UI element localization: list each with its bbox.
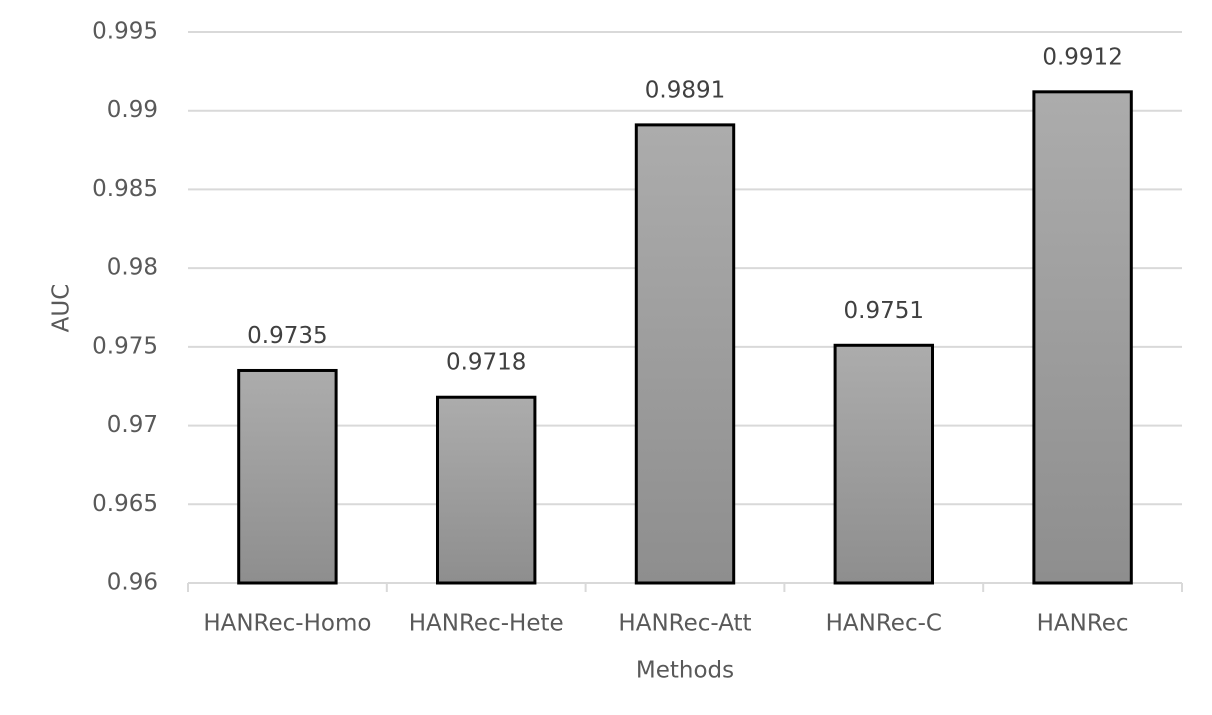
value-label: 0.9751 [844,298,924,324]
x-tick-label: HANRec [1037,611,1129,637]
value-label: 0.9718 [446,350,526,376]
value-label: 0.9735 [247,323,327,349]
y-tick-label: 0.99 [107,97,158,123]
y-tick-label: 0.985 [92,176,158,202]
bar [1032,90,1133,585]
y-tick-label: 0.96 [107,570,158,596]
value-label: 0.9891 [645,77,725,103]
y-tick-label: 0.98 [107,255,158,281]
bar [634,123,736,585]
y-tick-label: 0.995 [92,19,158,45]
value-label: 0.9912 [1042,44,1122,70]
bar [833,343,935,585]
y-tick-label: 0.965 [92,491,158,517]
x-tick-label: HANRec-Homo [203,611,371,637]
y-tick-label: 0.97 [107,412,158,438]
bar [237,368,338,585]
x-tick-label: HANRec-C [826,611,942,637]
y-axis-title: AUC [49,284,75,333]
y-tick-label: 0.975 [92,333,158,359]
x-tick-label: HANRec-Att [618,611,751,637]
x-tick-label: HANRec-Hete [409,611,564,637]
x-axis-title: Methods [636,658,734,684]
bar [435,395,537,585]
